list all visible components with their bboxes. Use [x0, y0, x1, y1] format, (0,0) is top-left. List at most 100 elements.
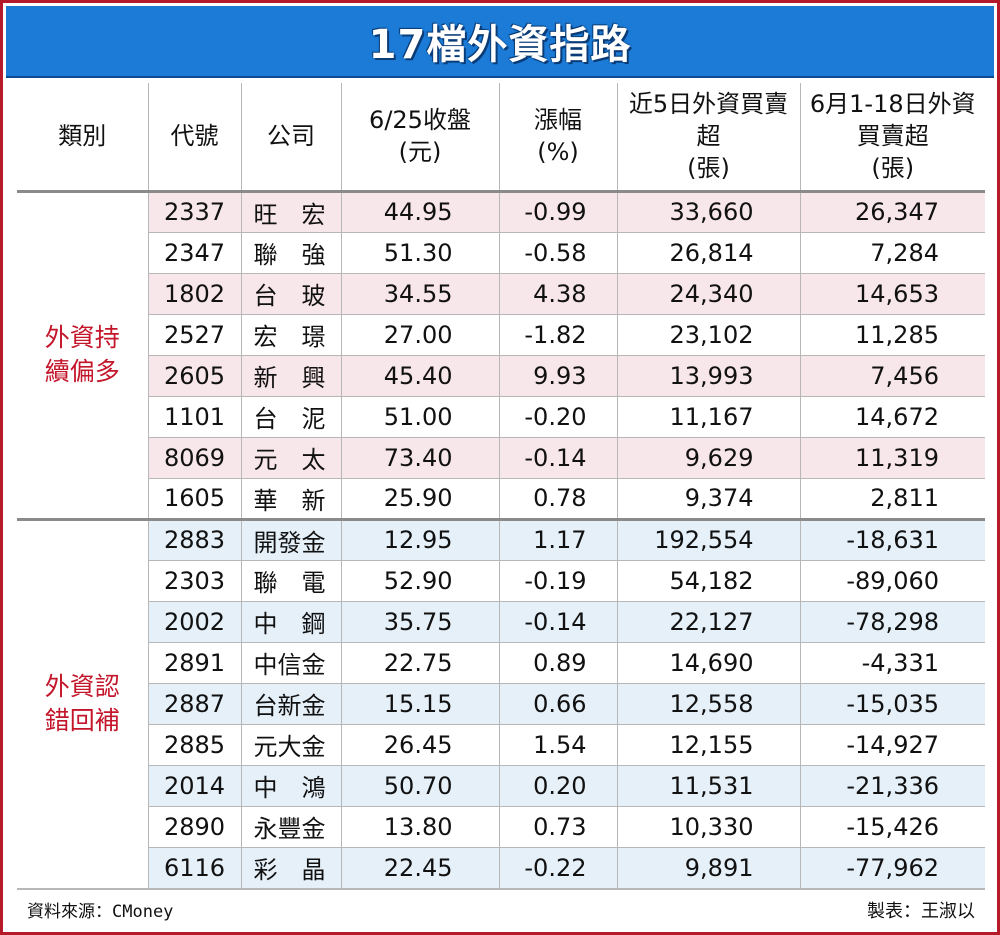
table-row: 外資持 續偏多 2337 旺 宏 44.95 -0.99 33,660 26,347	[17, 190, 985, 520]
code-cell: 2002	[147, 600, 242, 643]
category-cell: 外資認 錯回補	[17, 517, 149, 889]
header-row: 類別 代號 公司 6/25收盤 (元) 漲幅 (%) 近5日外資買賣超 (張) 6月1…	[17, 83, 985, 192]
company-cell: 元大金	[240, 723, 342, 766]
table-row: 6116 彩 晶 22.45 -0.22 9,891 -77,962	[17, 846, 985, 889]
close-cell: 13.80	[340, 805, 500, 848]
net5-cell: 12,558	[616, 682, 801, 725]
table-row: 2347 聯 強 51.30 -0.58 26,814 7,284	[17, 231, 985, 274]
company-cell: 彩 晶	[240, 846, 342, 889]
netm-cell: 26,347	[799, 190, 985, 233]
close-cell: 12.95	[340, 517, 500, 561]
net5-cell: 12,155	[616, 723, 801, 766]
header-close: 6/25收盤 (元)	[340, 83, 500, 192]
code-cell: 2303	[147, 559, 242, 602]
table-row: 2527 宏 璟 27.00 -1.82 23,102 11,285	[17, 313, 985, 356]
netm-cell: -78,298	[799, 600, 985, 643]
table-row: 1605 華 新 25.90 0.78 9,374 2,811	[17, 477, 985, 520]
header-company: 公司	[240, 83, 342, 192]
net5-cell: 33,660	[616, 190, 801, 233]
netm-cell: -15,426	[799, 805, 985, 848]
netm-cell: -21,336	[799, 764, 985, 807]
close-cell: 22.75	[340, 641, 500, 684]
net5-cell: 9,374	[616, 477, 801, 520]
stock-table: 類別 代號 公司 6/25收盤 (元) 漲幅 (%) 近5日外資買賣超 (張) 6月1…	[17, 83, 985, 889]
header-change: 漲幅 (%)	[498, 83, 618, 192]
net5-cell: 22,127	[616, 600, 801, 643]
header-code: 代號	[147, 83, 242, 192]
table-row: 2303 聯 電 52.90 -0.19 54,182 -89,060	[17, 559, 985, 602]
company-cell: 旺 宏	[240, 190, 342, 233]
company-cell: 永豐金	[240, 805, 342, 848]
code-cell: 2605	[147, 354, 242, 397]
close-cell: 51.30	[340, 231, 500, 274]
net5-cell: 54,182	[616, 559, 801, 602]
header-category: 類別	[17, 83, 149, 192]
table-row: 2891 中信金 22.75 0.89 14,690 -4,331	[17, 641, 985, 684]
netm-cell: -4,331	[799, 641, 985, 684]
close-cell: 44.95	[340, 190, 500, 233]
close-cell: 25.90	[340, 477, 500, 520]
netm-cell: 7,284	[799, 231, 985, 274]
close-cell: 45.40	[340, 354, 500, 397]
code-cell: 1101	[147, 395, 242, 438]
net5-cell: 9,891	[616, 846, 801, 889]
code-cell: 8069	[147, 436, 242, 479]
change-cell: -0.22	[498, 846, 618, 889]
netm-cell: -14,927	[799, 723, 985, 766]
code-cell: 1802	[147, 272, 242, 315]
close-cell: 26.45	[340, 723, 500, 766]
company-cell: 台 玻	[240, 272, 342, 315]
change-cell: 9.93	[498, 354, 618, 397]
table-row: 8069 元 太 73.40 -0.14 9,629 11,319	[17, 436, 985, 479]
code-cell: 2527	[147, 313, 242, 356]
close-cell: 52.90	[340, 559, 500, 602]
change-cell: 0.73	[498, 805, 618, 848]
close-cell: 34.55	[340, 272, 500, 315]
table-body: 外資持 續偏多 2337 旺 宏 44.95 -0.99 33,660 26,347 2347 聯…	[17, 190, 985, 889]
net5-cell: 10,330	[616, 805, 801, 848]
change-cell: 1.54	[498, 723, 618, 766]
net5-cell: 11,167	[616, 395, 801, 438]
company-cell: 元 太	[240, 436, 342, 479]
code-cell: 2337	[147, 190, 242, 233]
netm-cell: 11,285	[799, 313, 985, 356]
code-cell: 2883	[147, 517, 242, 561]
code-cell: 2347	[147, 231, 242, 274]
change-cell: -0.14	[498, 436, 618, 479]
company-cell: 新 興	[240, 354, 342, 397]
source-note: 資料來源：CMoney	[27, 902, 174, 922]
table-row: 2885 元大金 26.45 1.54 12,155 -14,927	[17, 723, 985, 766]
netm-cell: -18,631	[799, 517, 985, 561]
net5-cell: 26,814	[616, 231, 801, 274]
category-cell: 外資持 續偏多	[17, 190, 149, 520]
header-netm: 6月1-18日外資 買賣超 (張)	[799, 83, 985, 192]
company-cell: 聯 電	[240, 559, 342, 602]
table-row: 2605 新 興 45.40 9.93 13,993 7,456	[17, 354, 985, 397]
code-cell: 2890	[147, 805, 242, 848]
change-cell: 4.38	[498, 272, 618, 315]
code-cell: 2885	[147, 723, 242, 766]
code-cell: 2014	[147, 764, 242, 807]
netm-cell: 2,811	[799, 477, 985, 520]
code-cell: 2887	[147, 682, 242, 725]
table-row: 外資認 錯回補 2883 開發金 12.95 1.17 192,554 -18,631	[17, 517, 985, 889]
net5-cell: 14,690	[616, 641, 801, 684]
netm-cell: 14,672	[799, 395, 985, 438]
net5-cell: 192,554	[616, 517, 801, 561]
table-row: 1802 台 玻 34.55 4.38 24,340 14,653	[17, 272, 985, 315]
change-cell: -0.58	[498, 231, 618, 274]
net5-cell: 13,993	[616, 354, 801, 397]
change-cell: -0.20	[498, 395, 618, 438]
table-row: 2002 中 鋼 35.75 -0.14 22,127 -78,298	[17, 600, 985, 643]
change-cell: -1.82	[498, 313, 618, 356]
change-cell: 0.78	[498, 477, 618, 520]
company-cell: 宏 璟	[240, 313, 342, 356]
code-cell: 2891	[147, 641, 242, 684]
net5-cell: 24,340	[616, 272, 801, 315]
close-cell: 51.00	[340, 395, 500, 438]
close-cell: 15.15	[340, 682, 500, 725]
change-cell: 0.66	[498, 682, 618, 725]
change-cell: -0.19	[498, 559, 618, 602]
header-net5: 近5日外資買賣超 (張)	[616, 83, 801, 192]
